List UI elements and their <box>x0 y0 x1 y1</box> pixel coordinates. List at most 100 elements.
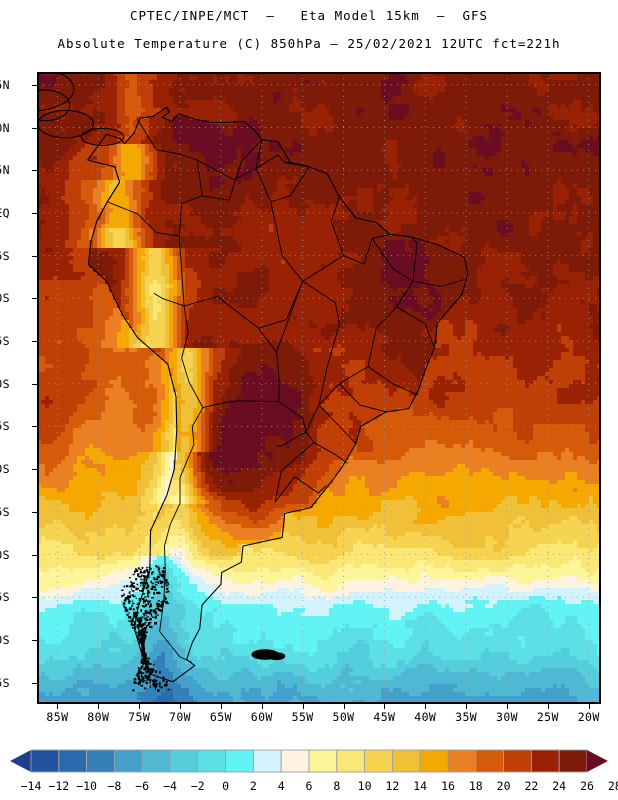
administrative-border <box>314 443 348 464</box>
colorbar-swatch <box>447 749 477 773</box>
y-axis-label: 5S <box>0 248 10 263</box>
x-axis-tick <box>57 704 59 709</box>
x-axis-label: 40W <box>414 710 437 724</box>
x-axis-tick <box>98 704 100 709</box>
administrative-border <box>339 384 386 412</box>
x-axis-tick <box>425 704 427 709</box>
y-axis-label: 25S <box>0 419 10 434</box>
colorbar-tick-label: 26 <box>580 779 594 793</box>
y-axis-tick <box>32 426 37 428</box>
administrative-border <box>160 408 203 663</box>
chilean-fjords <box>121 565 170 692</box>
colorbar-swatch <box>86 749 115 773</box>
x-axis-label: 30W <box>496 710 518 724</box>
colorbar-tick-label: 28 <box>607 779 618 793</box>
y-axis-tick <box>32 682 37 684</box>
administrative-border <box>203 375 279 407</box>
x-axis-tick <box>343 704 345 709</box>
colorbar-tick-label: 20 <box>496 779 511 793</box>
x-axis-label: 60W <box>250 710 273 724</box>
x-axis-label: 55W <box>291 710 314 724</box>
colorbar-tick-label: 2 <box>249 779 257 793</box>
administrative-border <box>413 280 465 287</box>
colorbar-swatch <box>391 749 421 773</box>
colorbar-swatch <box>503 749 532 773</box>
x-axis-label: 20W <box>577 710 600 724</box>
x-axis-tick <box>384 704 386 709</box>
y-axis-tick <box>32 554 37 556</box>
colorbar-tick-label: −2 <box>190 779 205 793</box>
colorbar-swatch <box>58 749 88 773</box>
plot-area <box>37 72 601 704</box>
page-subtitle: Absolute Temperature (C) 850hPa — 25/02/… <box>57 36 561 51</box>
administrative-border <box>275 432 314 503</box>
y-axis-tick <box>32 84 37 86</box>
colorbar-under-arrow <box>10 750 31 772</box>
y-axis-label: 15S <box>0 334 10 349</box>
island-outline <box>81 128 124 145</box>
colorbar-swatch <box>364 749 393 773</box>
colorbar-tick-label: 12 <box>385 779 400 793</box>
x-axis-tick <box>588 704 590 709</box>
y-axis-tick <box>32 127 37 129</box>
colorbar-tick-label: 4 <box>277 779 285 793</box>
y-axis-label: 10N <box>0 120 10 135</box>
x-axis-label: 45W <box>373 710 396 724</box>
y-axis-label: 45S <box>0 590 10 605</box>
y-axis-label: 40S <box>0 547 10 562</box>
administrative-border <box>197 140 262 180</box>
y-axis-label: 5N <box>0 163 10 178</box>
x-axis-label: 85W <box>46 710 69 724</box>
colorbar-tick-label: −14 <box>20 779 42 793</box>
colorbar-tick-label: 6 <box>305 779 313 793</box>
colorbar-swatch <box>252 749 282 773</box>
colorbar-swatch <box>197 749 227 773</box>
x-axis-label: 50W <box>332 710 355 724</box>
y-axis-label: 50S <box>0 632 10 647</box>
administrative-border <box>271 202 303 281</box>
administrative-border <box>368 307 419 395</box>
y-axis-tick <box>32 170 37 172</box>
colorbar-over-arrow <box>587 750 608 772</box>
x-axis-label: 70W <box>169 710 192 724</box>
y-axis-label: 35S <box>0 504 10 519</box>
y-axis-tick <box>32 255 37 257</box>
coastlines-and-borders <box>37 72 468 704</box>
x-axis-label: 65W <box>209 710 232 724</box>
x-axis-tick <box>220 704 222 709</box>
south-america-coastline <box>88 107 468 682</box>
y-axis-tick <box>32 597 37 599</box>
island-outline <box>37 90 70 121</box>
administrative-border <box>256 155 290 169</box>
x-axis-label: 25W <box>536 710 559 724</box>
colorbar-tick-label: 14 <box>413 779 428 793</box>
administrative-border <box>107 202 179 236</box>
x-axis-tick <box>302 704 304 709</box>
temperature-heatmap <box>37 72 601 704</box>
x-axis-tick <box>507 704 508 709</box>
colorbar-swatch <box>169 749 199 773</box>
administrative-border <box>397 281 435 348</box>
colorbar-swatch <box>225 749 254 773</box>
x-axis-label: 75W <box>128 710 151 724</box>
administrative-border <box>182 306 203 408</box>
administrative-border <box>306 367 368 432</box>
colorbar-swatch <box>475 749 505 773</box>
y-axis-tick <box>32 469 37 471</box>
x-axis-tick <box>466 704 468 709</box>
administrative-border <box>259 281 303 328</box>
colorbar-tick-label: −6 <box>135 779 150 793</box>
y-axis-label: 20S <box>0 376 10 391</box>
administrative-border <box>331 197 390 265</box>
colorbar-swatch <box>308 749 338 773</box>
y-axis-tick <box>32 383 37 385</box>
administrative-border <box>154 236 184 306</box>
colorbar-tick-label: 18 <box>468 779 483 793</box>
administrative-border <box>256 167 309 202</box>
colorbar-tick-label: 16 <box>441 779 455 793</box>
x-axis-tick <box>180 704 182 709</box>
y-axis-tick <box>32 341 37 343</box>
y-axis-label: EQ <box>0 205 10 220</box>
colorbar-tick-label: 0 <box>222 779 230 793</box>
